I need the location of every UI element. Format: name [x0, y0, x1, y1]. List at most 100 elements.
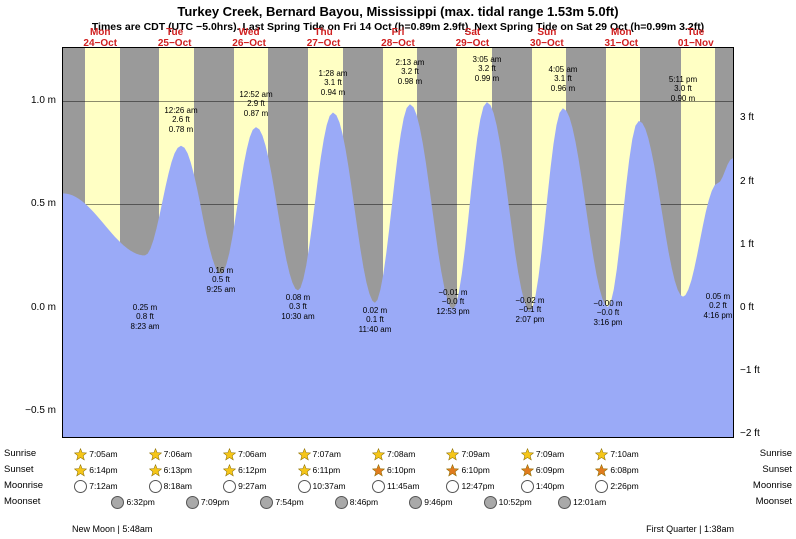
- tide-annotation-line: 0.25 m: [132, 303, 158, 312]
- sunrise-star-icon: [595, 448, 609, 461]
- moonrise-cell: 7:12am: [74, 480, 118, 493]
- y-tick-left: 0.0 m: [30, 301, 56, 313]
- tide-annotation-line: 0.5 ft: [212, 275, 230, 285]
- tide-annotation-line: 2.6 ft: [172, 115, 190, 125]
- tide-annotation: 0.25 m 0.8 ft 8:23 am: [110, 303, 180, 331]
- day-header: Sun 30−Oct: [498, 27, 596, 49]
- tide-annotation: 3:05 am 3.2 ft 0.99 m: [452, 55, 522, 83]
- tide-annotation-line: 0.98 m: [397, 76, 423, 86]
- sunrise-time: 7:10am: [610, 448, 639, 459]
- tide-annotation-line: 2.9 ft: [247, 99, 265, 109]
- sunrise-star-icon: [297, 448, 311, 461]
- page-title: Turkey Creek, Bernard Bayou, Mississippi…: [177, 4, 619, 19]
- moonset-row-label-right: Moonset: [755, 496, 792, 507]
- day-date: 26−Oct: [232, 38, 266, 49]
- day-of-week: Mon: [611, 27, 632, 38]
- tide-annotation-line: 0.94 m: [320, 87, 346, 97]
- day-header: Fri 28−Oct: [349, 27, 447, 49]
- moon-phase-icon: [74, 480, 88, 493]
- moonrise-cell: 10:37am: [297, 480, 346, 493]
- sunset-star-icon: [595, 464, 609, 477]
- sunset-cell: 6:13pm: [148, 464, 192, 477]
- moon-phase-icon: [372, 480, 385, 493]
- moonset-row-label-left: Moonset: [4, 496, 41, 507]
- tide-annotation-line: 3:05 am: [472, 55, 502, 64]
- tide-annotation-line: 8:23 am: [130, 321, 160, 331]
- sunset-row-label-right: Sunset: [762, 464, 792, 475]
- sunrise-star-icon: [223, 464, 237, 477]
- sunrise-cell: 7:08am: [372, 448, 415, 461]
- moon-phase-icon: [409, 496, 423, 509]
- moonrise-time: 2:26pm: [610, 480, 639, 491]
- sunset-time: 6:09pm: [535, 464, 565, 475]
- tide-annotation-line: 10:30 am: [281, 311, 315, 321]
- moonrise-cell: 2:26pm: [595, 480, 639, 493]
- moon-phase-icon: [185, 496, 199, 509]
- moonset-cell: 7:09pm: [185, 496, 230, 509]
- moonrise-row-label-left: Moonrise: [4, 480, 44, 491]
- moon-phase-icon: [520, 480, 534, 493]
- y-tick-left: 0.5 m: [30, 198, 56, 210]
- tide-annotation-line: 4:16 pm: [703, 310, 733, 320]
- day-date: 29−Oct: [455, 38, 490, 49]
- tide-annotation: 1:28 am 3.1 ft 0.94 m: [298, 69, 368, 97]
- tide-annotation: 12:52 am 2.9 ft 0.87 m: [221, 90, 291, 118]
- tide-annotation: 5:11 pm 3.0 ft 0.90 m: [648, 75, 718, 103]
- tide-annotation: −0.00 m −0.0 ft 3:16 pm: [573, 299, 643, 327]
- moon-phase-icon: [595, 480, 609, 493]
- tide-annotation-line: 0.78 m: [168, 124, 194, 134]
- moonset-time: 7:09pm: [200, 496, 230, 507]
- tide-annotation-line: 3.2 ft: [401, 67, 419, 77]
- moon-phase-left: New Moon | 5:48am: [72, 524, 153, 534]
- y-tick-right: 2 ft: [740, 175, 754, 187]
- day-header: Mon 24−Oct: [51, 27, 149, 49]
- tide-annotation-line: 0.90 m: [670, 93, 696, 103]
- moon-phase-icon: [558, 496, 572, 509]
- moonrise-row-label-right: Moonrise: [752, 480, 792, 491]
- sunrise-star-icon: [446, 448, 460, 461]
- tide-annotation: 2:13 am 3.2 ft 0.98 m: [375, 58, 445, 86]
- sunrise-time: 7:09am: [461, 448, 490, 459]
- sunrise-time: 7:06am: [163, 448, 193, 459]
- moon-phase-icon: [446, 480, 460, 493]
- moon-phase-icon: [111, 496, 125, 509]
- sunrise-star-icon: [223, 448, 237, 461]
- day-of-week: Sat: [464, 27, 481, 38]
- tide-annotation-line: 3.0 ft: [674, 84, 692, 94]
- tide-annotation: 0.05 m 0.2 ft 4:16 pm: [683, 292, 733, 320]
- tide-annotation-line: 3.2 ft: [478, 64, 496, 74]
- sunrise-cell: 7:10am: [595, 448, 639, 461]
- tide-annotation-line: −0.02 m: [515, 296, 545, 305]
- tide-annotation-line: 0.05 m: [705, 292, 731, 301]
- sunrise-time: 7:09am: [535, 448, 565, 459]
- y-tick-right: 0 ft: [740, 301, 754, 313]
- moonrise-time: 7:12am: [89, 480, 118, 491]
- tide-annotation-line: 0.08 m: [285, 293, 311, 302]
- tide-annotation-line: 0.96 m: [550, 83, 576, 93]
- day-header: Tue 25−Oct: [125, 27, 223, 49]
- sunset-cell: 6:12pm: [223, 464, 266, 477]
- sunset-star-icon: [520, 464, 534, 477]
- sunrise-row-label-left: Sunrise: [4, 448, 37, 459]
- y-tick-right: 1 ft: [740, 238, 754, 250]
- tide-annotation-line: 4:05 am: [548, 65, 578, 74]
- moonrise-time: 8:18am: [163, 480, 193, 491]
- day-of-week: Thu: [314, 27, 333, 38]
- tide-annotation-line: 0.99 m: [474, 73, 500, 83]
- sunrise-star-icon: [148, 464, 162, 477]
- sunrise-time: 7:06am: [238, 448, 267, 459]
- sunrise-cell: 7:09am: [446, 448, 490, 461]
- tide-annotation: 0.08 m 0.3 ft 10:30 am: [263, 293, 333, 321]
- day-date: 30−Oct: [530, 38, 564, 49]
- moon-phase-icon: [483, 496, 497, 509]
- tide-annotation-line: 3.1 ft: [324, 78, 342, 88]
- sunset-time: 6:12pm: [238, 464, 267, 475]
- moon-phase-icon: [223, 480, 237, 493]
- moonrise-cell: 9:27am: [223, 480, 266, 493]
- sunset-cell: 6:09pm: [520, 464, 565, 477]
- day-header: Tue 01−Nov: [647, 27, 745, 49]
- tide-annotation-line: 0.2 ft: [709, 301, 727, 311]
- sunrise-star-icon: [520, 448, 534, 461]
- sunset-time: 6:11pm: [312, 464, 341, 475]
- sunrise-star-icon: [74, 448, 88, 461]
